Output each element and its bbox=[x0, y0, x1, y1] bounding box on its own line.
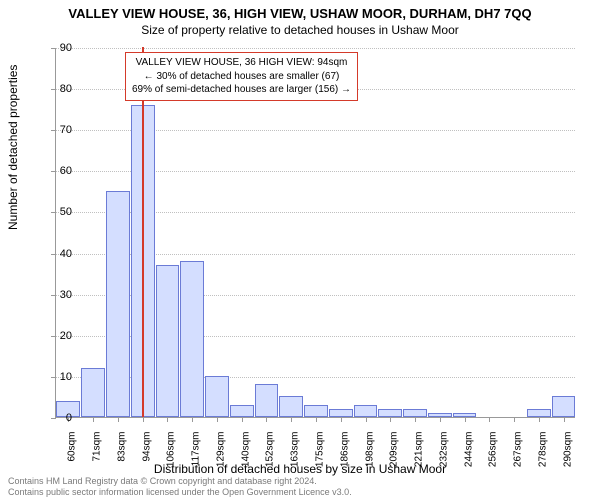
histogram-bar bbox=[205, 376, 229, 417]
xtick-mark bbox=[143, 417, 144, 422]
y-axis-label: Number of detached properties bbox=[6, 65, 20, 230]
histogram-bar bbox=[255, 384, 279, 417]
ytick-label: 20 bbox=[42, 330, 72, 342]
xtick-label: 94sqm bbox=[141, 432, 152, 462]
histogram-bar bbox=[527, 409, 551, 417]
plot-region: 60sqm71sqm83sqm94sqm106sqm117sqm129sqm14… bbox=[55, 48, 575, 418]
xtick-mark bbox=[415, 417, 416, 422]
histogram-bar bbox=[354, 405, 378, 417]
xtick-mark bbox=[514, 417, 515, 422]
page-subtitle: Size of property relative to detached ho… bbox=[0, 21, 600, 37]
ytick-label: 10 bbox=[42, 371, 72, 383]
xtick-mark bbox=[192, 417, 193, 422]
histogram-bar bbox=[552, 396, 576, 417]
x-axis-label: Distribution of detached houses by size … bbox=[0, 462, 600, 476]
xtick-mark bbox=[440, 417, 441, 422]
ytick-label: 40 bbox=[42, 248, 72, 260]
xtick-mark bbox=[489, 417, 490, 422]
ytick-label: 70 bbox=[42, 124, 72, 136]
property-marker bbox=[142, 47, 144, 417]
ytick-label: 60 bbox=[42, 165, 72, 177]
annotation-box: VALLEY VIEW HOUSE, 36 HIGH VIEW: 94sqm← … bbox=[125, 52, 358, 101]
histogram-bar bbox=[230, 405, 254, 417]
xtick-mark bbox=[316, 417, 317, 422]
histogram-bar bbox=[329, 409, 353, 417]
xtick-mark bbox=[564, 417, 565, 422]
page-title: VALLEY VIEW HOUSE, 36, HIGH VIEW, USHAW … bbox=[0, 0, 600, 21]
xtick-mark bbox=[266, 417, 267, 422]
xtick-mark bbox=[366, 417, 367, 422]
histogram-bar bbox=[106, 191, 130, 417]
ytick-label: 90 bbox=[42, 42, 72, 54]
ytick-label: 30 bbox=[42, 289, 72, 301]
histogram-bar bbox=[81, 368, 105, 417]
ytick-label: 50 bbox=[42, 206, 72, 218]
annotation-line: 69% of semi-detached houses are larger (… bbox=[132, 83, 351, 97]
xtick-mark bbox=[341, 417, 342, 422]
histogram-bar bbox=[279, 396, 303, 417]
xtick-label: 71sqm bbox=[92, 432, 103, 462]
histogram-bar bbox=[378, 409, 402, 417]
histogram-bar bbox=[304, 405, 328, 417]
xtick-mark bbox=[465, 417, 466, 422]
footer-line-1: Contains HM Land Registry data © Crown c… bbox=[8, 476, 352, 487]
xtick-mark bbox=[539, 417, 540, 422]
xtick-label: 60sqm bbox=[67, 432, 78, 462]
xtick-mark bbox=[118, 417, 119, 422]
annotation-line: VALLEY VIEW HOUSE, 36 HIGH VIEW: 94sqm bbox=[132, 56, 351, 70]
histogram-bar bbox=[180, 261, 204, 417]
footer-attribution: Contains HM Land Registry data © Crown c… bbox=[8, 476, 352, 498]
grid-line bbox=[56, 48, 575, 49]
xtick-label: 83sqm bbox=[116, 432, 127, 462]
xtick-mark bbox=[93, 417, 94, 422]
xtick-mark bbox=[242, 417, 243, 422]
xtick-mark bbox=[291, 417, 292, 422]
histogram-bar bbox=[156, 265, 180, 417]
annotation-line: ← 30% of detached houses are smaller (67… bbox=[132, 70, 351, 84]
xtick-mark bbox=[217, 417, 218, 422]
xtick-mark bbox=[167, 417, 168, 422]
ytick-label: 0 bbox=[42, 412, 72, 424]
chart-container: VALLEY VIEW HOUSE, 36, HIGH VIEW, USHAW … bbox=[0, 0, 600, 500]
ytick-label: 80 bbox=[42, 83, 72, 95]
footer-line-2: Contains public sector information licen… bbox=[8, 487, 352, 498]
xtick-mark bbox=[390, 417, 391, 422]
histogram-bar bbox=[403, 409, 427, 417]
chart-area: 60sqm71sqm83sqm94sqm106sqm117sqm129sqm14… bbox=[55, 48, 575, 418]
